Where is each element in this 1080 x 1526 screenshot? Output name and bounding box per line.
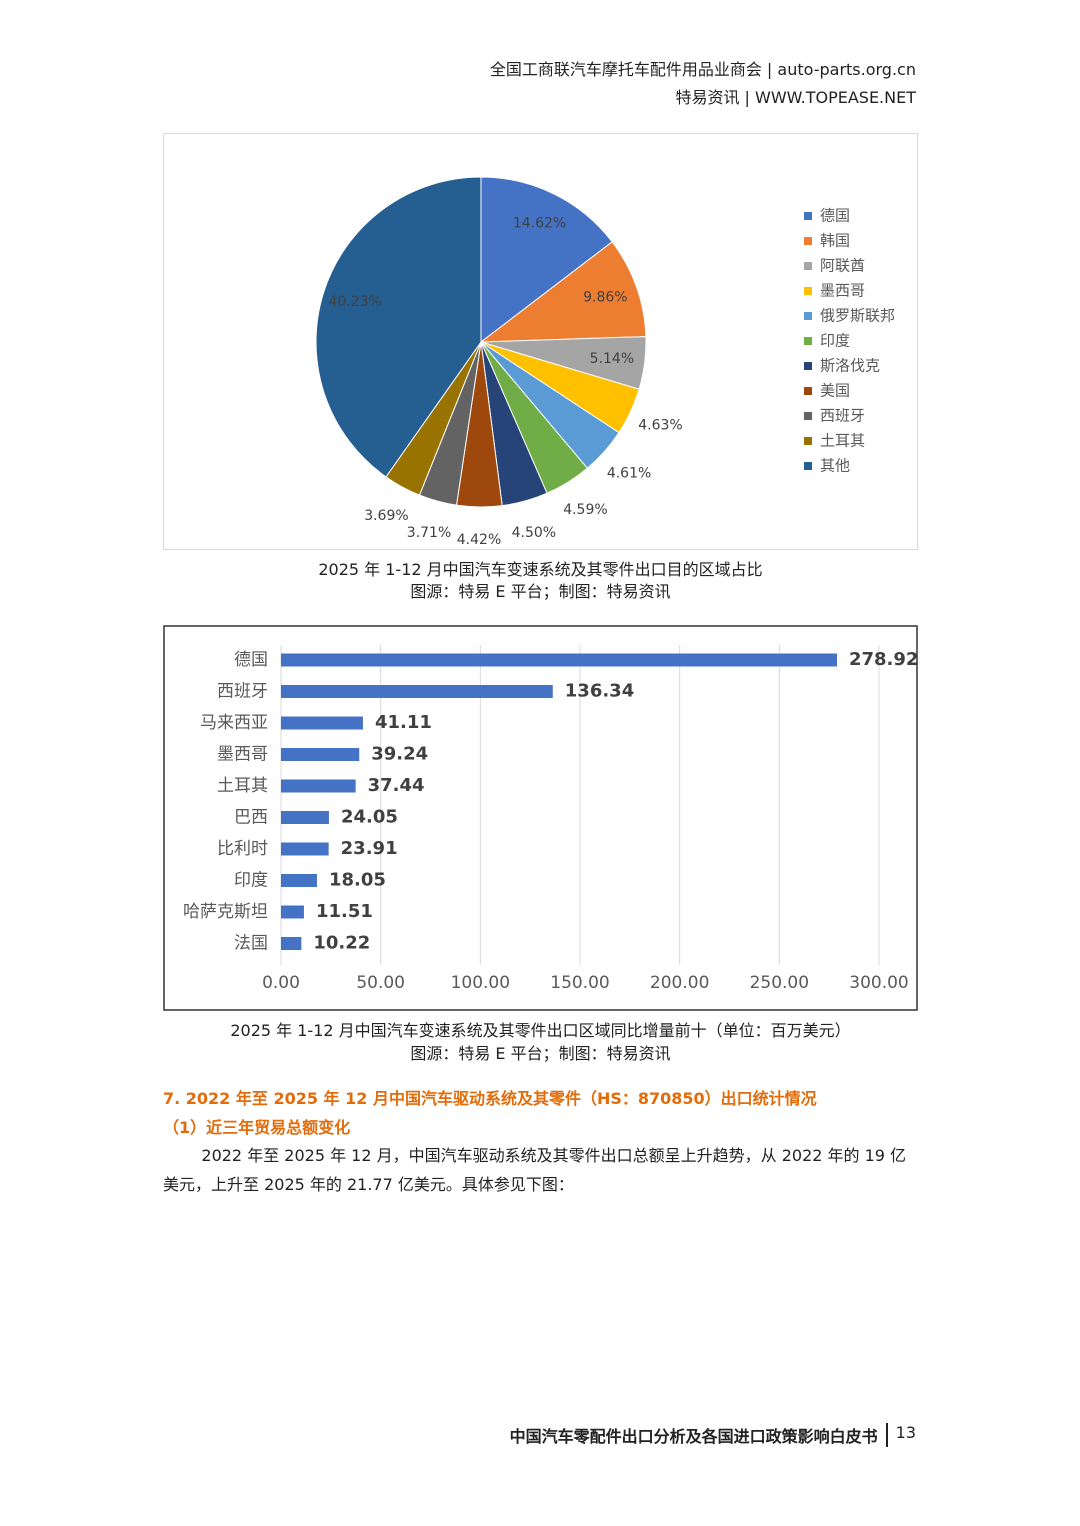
bar (281, 779, 356, 793)
y-tick-label: 法国 (234, 934, 268, 954)
legend-label: 印度 (820, 332, 850, 350)
header-line: 全国工商联汽车摩托车配件用品业商会 | auto-parts.org.cn (489, 60, 916, 79)
x-tick-label: 150.00 (550, 973, 609, 993)
legend-swatch (804, 387, 812, 395)
data-label: 11.51 (316, 901, 373, 922)
pie-chart: 14.62% 9.86% 5.14% 4.63% 4.61% 4.59% 4.50% 4.42… (163, 133, 918, 550)
pie-slice (480, 176, 613, 344)
x-tick-label: 100.00 (451, 973, 510, 993)
footer-title: 中国汽车零配件出口分析及各国进口政策影响白皮书 (510, 1423, 888, 1447)
bar (281, 905, 304, 919)
section-heading: 7. 2022 年至 2025 年 12 月中国汽车驱动系统及其零件（HS：87… (163, 1089, 817, 1108)
bar (281, 842, 329, 856)
header-line: 特易资讯 | WWW.TOPEASE.NET (675, 88, 916, 107)
data-label: 23.91 (341, 838, 398, 859)
section-subheading: （1）近三年贸易总额变化 (163, 1118, 351, 1137)
data-label: 9.86% (583, 290, 627, 306)
y-tick-label: 土耳其 (217, 776, 268, 796)
data-label: 5.14% (590, 351, 634, 367)
x-tick-label: 250.00 (750, 973, 809, 993)
caption-source: 图源：特易 E 平台；制图：特易资讯 (410, 1044, 671, 1063)
x-tick-label: 0.00 (262, 973, 300, 993)
data-label: 4.59% (563, 502, 607, 518)
bar (281, 811, 329, 824)
legend-swatch (804, 237, 812, 245)
y-tick-label: 印度 (234, 871, 268, 891)
data-label: 4.50% (512, 525, 556, 541)
data-label: 18.05 (329, 870, 386, 891)
data-label: 24.05 (341, 807, 398, 828)
chart-frame (163, 625, 918, 1011)
legend-swatch (804, 262, 812, 270)
data-label: 3.71% (407, 525, 451, 541)
data-label: 4.42% (457, 532, 501, 548)
data-label: 40.23% (328, 294, 381, 310)
legend-label: 美国 (820, 382, 850, 400)
page-number: 13 (895, 1423, 916, 1442)
legend-label: 墨西哥 (820, 282, 865, 300)
data-label: 136.34 (565, 681, 634, 702)
y-tick-label: 德国 (234, 650, 268, 670)
legend-swatch (804, 462, 812, 470)
legend-swatch (804, 362, 812, 370)
legend-label: 西班牙 (820, 407, 865, 425)
x-tick-label: 50.00 (356, 973, 405, 993)
legend-swatch (804, 312, 812, 320)
bar (281, 937, 302, 950)
legend-label: 德国 (820, 207, 850, 225)
y-tick-label: 哈萨克斯坦 (183, 902, 268, 922)
legend-swatch (804, 412, 812, 420)
data-label: 14.62% (513, 216, 566, 232)
data-label: 4.61% (607, 465, 651, 481)
y-tick-label: 西班牙 (217, 682, 268, 702)
chart-frame (163, 133, 918, 550)
x-tick-label: 200.00 (650, 973, 709, 993)
legend-label: 韩国 (820, 232, 850, 250)
y-tick-label: 巴西 (234, 808, 268, 828)
caption: 2025 年 1-12 月中国汽车变速系统及其零件出口目的区域占比 (318, 560, 763, 579)
bar (281, 874, 317, 887)
legend-label: 土耳其 (820, 432, 865, 450)
caption: 2025 年 1-12 月中国汽车变速系统及其零件出口区域同比增量前十（单位：百… (230, 1021, 851, 1040)
legend-swatch (804, 287, 812, 295)
data-label: 37.44 (368, 775, 425, 796)
legend-swatch (804, 437, 812, 445)
paragraph: 2022 年至 2025 年 12 月，中国汽车驱动系统及其零件出口总额呈上升趋… (163, 1146, 907, 1194)
legend-label: 其他 (820, 457, 850, 475)
data-label: 3.69% (364, 508, 408, 524)
bar (281, 653, 837, 667)
data-label: 41.11 (375, 712, 432, 733)
bar (281, 685, 553, 698)
y-tick-label: 墨西哥 (217, 745, 268, 765)
data-label: 10.22 (313, 933, 370, 954)
legend-label: 俄罗斯联邦 (820, 307, 895, 325)
footer: 中国汽车零配件出口分析及各国进口政策影响白皮书 13 (510, 1423, 916, 1447)
legend-label: 斯洛伐克 (820, 357, 880, 375)
bar (281, 716, 363, 730)
caption-source: 图源：特易 E 平台；制图：特易资讯 (410, 582, 671, 601)
x-tick-label: 300.00 (849, 973, 908, 993)
y-tick-label: 比利时 (217, 839, 268, 859)
legend-label: 阿联酋 (820, 257, 865, 275)
data-label: 4.63% (638, 418, 682, 434)
pie-slice (479, 241, 647, 343)
bar (281, 748, 360, 761)
data-label: 39.24 (371, 744, 428, 765)
data-label: 278.92 (849, 649, 918, 670)
bar-chart: 0.00 50.00 100.00 150.00 200.00 250.00 300.00 德… (163, 625, 918, 1011)
pie-slice (315, 176, 482, 478)
legend-swatch (804, 212, 812, 220)
legend-swatch (804, 337, 812, 345)
y-tick-label: 马来西亚 (200, 713, 268, 733)
